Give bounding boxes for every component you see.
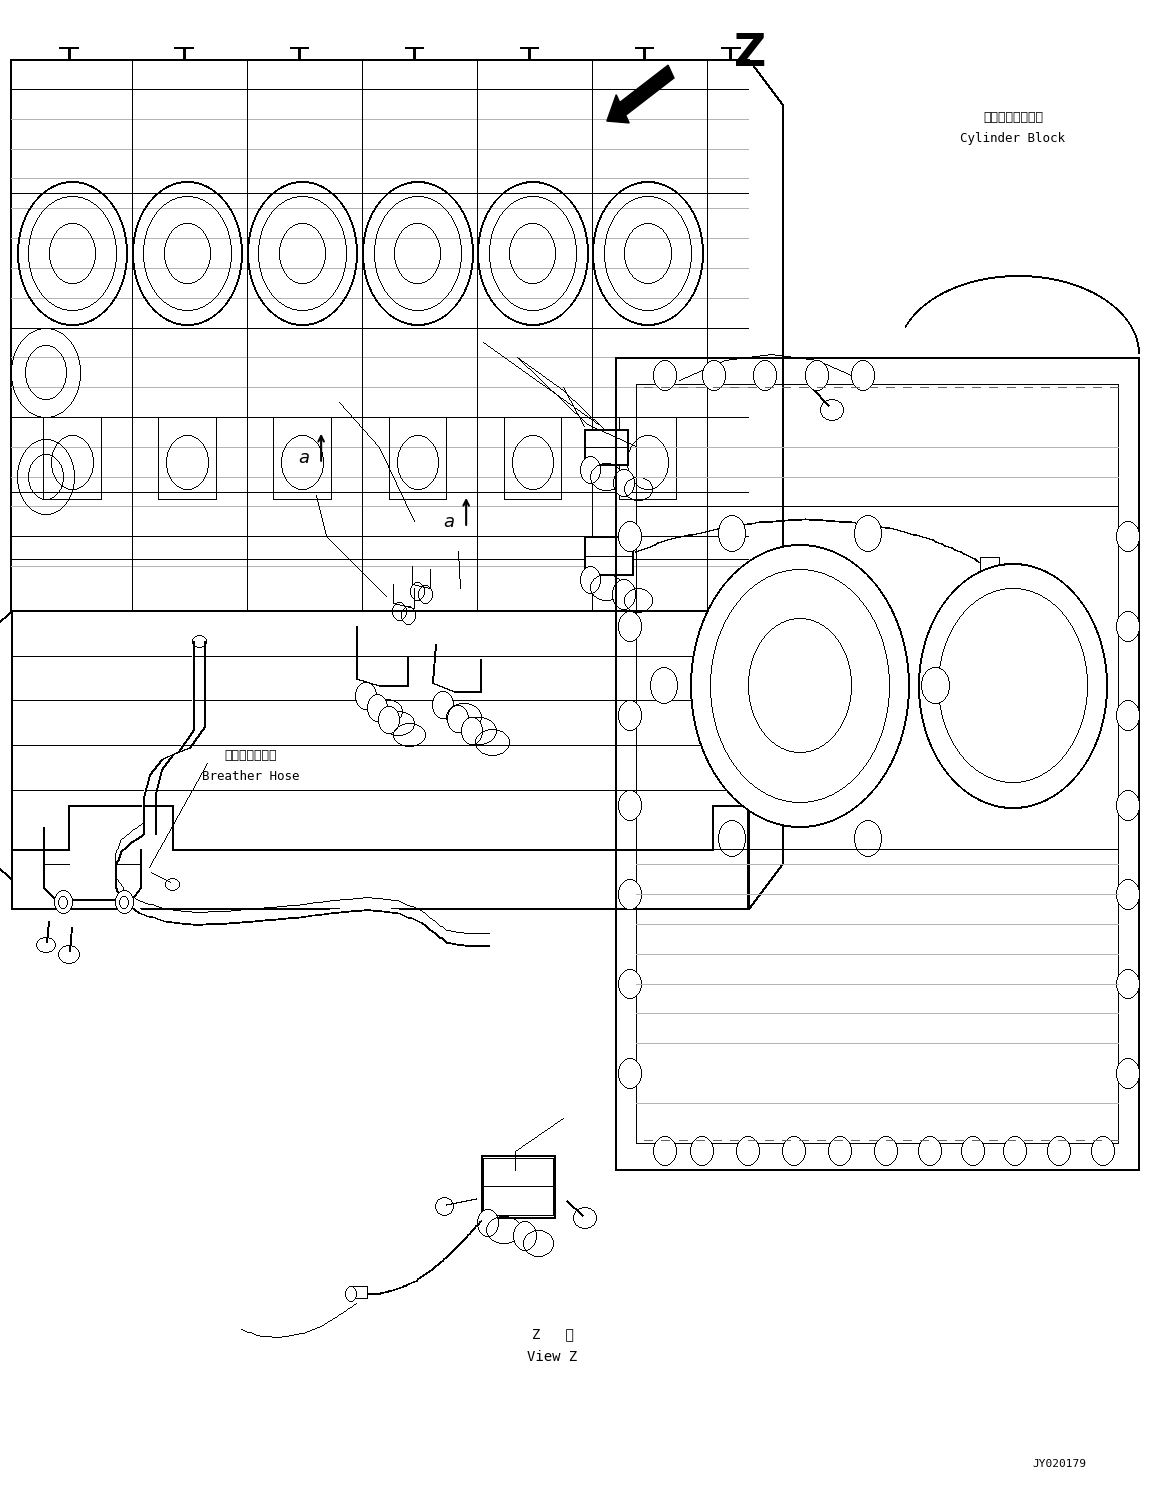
Text: a: a	[298, 449, 310, 467]
Text: ブリーザホース: ブリーザホース	[224, 750, 277, 762]
Text: Z   視: Z 視	[532, 1327, 573, 1342]
FancyArrow shape	[607, 66, 674, 122]
Text: Z: Z	[734, 33, 767, 75]
Text: View Z: View Z	[527, 1349, 578, 1364]
Text: Cylinder Block: Cylinder Block	[960, 133, 1066, 145]
Text: JY020179: JY020179	[1032, 1460, 1085, 1469]
Text: Breather Hose: Breather Hose	[203, 771, 299, 783]
Text: シリンダブロック: シリンダブロック	[983, 112, 1043, 124]
Text: a: a	[443, 513, 455, 531]
